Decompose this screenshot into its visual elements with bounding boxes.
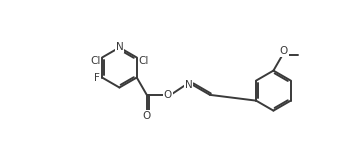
- Text: O: O: [163, 90, 172, 100]
- Text: N: N: [115, 42, 123, 52]
- Text: Cl: Cl: [139, 56, 149, 66]
- Text: F: F: [94, 73, 99, 83]
- Text: O: O: [280, 46, 288, 56]
- Text: Cl: Cl: [90, 56, 100, 66]
- Text: N: N: [185, 80, 193, 90]
- Text: O: O: [143, 111, 151, 121]
